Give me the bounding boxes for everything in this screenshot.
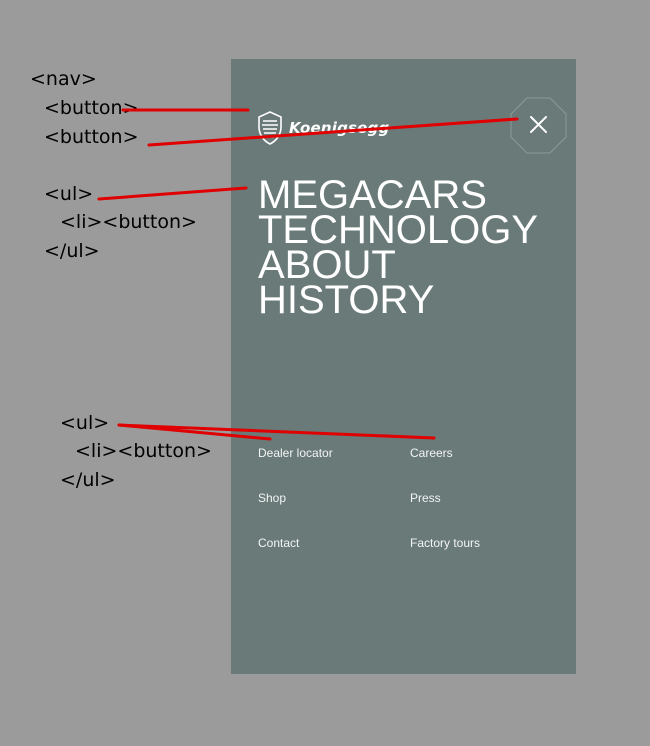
menu-item-technology[interactable]: TECHNOLOGY [258, 208, 539, 252]
code-li-button-tag: <li><button> [75, 440, 212, 462]
secondary-menu-item: Factory tours [410, 532, 562, 551]
menu-item-megacars[interactable]: MEGACARS [258, 173, 487, 217]
menu-item-history[interactable]: HISTORY [258, 278, 435, 322]
secondary-menu-item: Shop [258, 487, 410, 506]
primary-menu-item: MEGACARS [258, 173, 538, 217]
secondary-menu-item: Dealer locator [258, 442, 410, 461]
code-ul-close-tag: </ul> [60, 469, 116, 491]
code-li-button-tag: <li><button> [60, 211, 197, 233]
secondary-menu-item: Contact [258, 532, 410, 551]
link-factory-tours[interactable]: Factory tours [410, 536, 481, 550]
brand-logo[interactable]: Koenigsegg [257, 110, 389, 146]
code-annotation-column: <nav> <button> <button> <ul> <li><button… [0, 0, 230, 746]
close-icon [510, 97, 567, 154]
secondary-menu-item: Careers [410, 442, 562, 461]
primary-menu-item: TECHNOLOGY [258, 208, 539, 252]
code-ul-tag: <ul> [60, 412, 110, 434]
menu-item-about[interactable]: ABOUT [258, 243, 396, 287]
link-press[interactable]: Press [410, 491, 441, 505]
primary-menu: MEGACARS TECHNOLOGY ABOUT HISTORY [258, 173, 539, 322]
link-contact[interactable]: Contact [258, 536, 300, 550]
code-button-tag: <button> [44, 97, 139, 119]
brand-wordmark: Koenigsegg [289, 119, 390, 137]
code-nav-tag: <nav> [30, 68, 97, 90]
primary-menu-item: ABOUT [258, 243, 538, 287]
mobile-nav-panel: Koenigsegg MEGACARS TECHNOLOGY ABOUT HIS… [231, 59, 576, 674]
code-ul-close-tag: </ul> [44, 240, 100, 262]
link-careers[interactable]: Careers [410, 446, 453, 460]
primary-menu-item: HISTORY [258, 278, 538, 322]
link-shop[interactable]: Shop [258, 491, 287, 505]
shield-icon [258, 111, 282, 145]
code-button-tag: <button> [44, 126, 139, 148]
secondary-menu: Dealer locator Careers Shop Press Contac… [258, 442, 568, 551]
close-menu-button[interactable] [510, 97, 567, 154]
code-ul-tag: <ul> [44, 183, 94, 205]
secondary-menu-item: Press [410, 487, 562, 506]
link-dealer-locator[interactable]: Dealer locator [258, 446, 333, 460]
